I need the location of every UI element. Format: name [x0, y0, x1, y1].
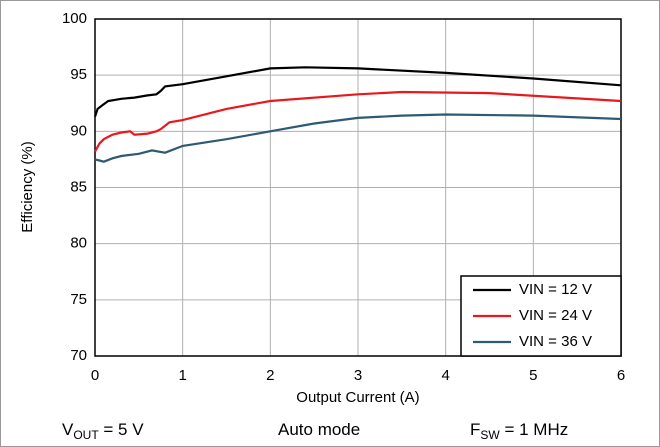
text: Auto mode [278, 420, 361, 439]
symbol: F [470, 420, 481, 439]
subscript: OUT [73, 428, 99, 442]
x-tick-label: 0 [91, 367, 99, 384]
legend-label: VIN = 36 V [519, 333, 592, 350]
x-tick-label: 6 [617, 367, 625, 384]
footer-vout: VOUT = 5 V [62, 420, 144, 442]
x-tick-label: 1 [178, 367, 186, 384]
y-tick-label: 100 [62, 10, 87, 27]
y-tick-label: 95 [70, 66, 87, 83]
y-tick-label: 85 [70, 178, 87, 195]
symbol: V [62, 420, 74, 439]
y-axis-label: Efficiency (%) [19, 141, 36, 232]
x-tick-label: 3 [354, 367, 362, 384]
text: = 1 MHz [499, 420, 569, 439]
line [94, 113, 622, 163]
x-tick-label: 5 [529, 367, 537, 384]
footer-fsw: FSW = 1 MHz [470, 420, 568, 442]
plot-frame [94, 18, 622, 357]
line [93, 66, 622, 118]
legend-label: VIN = 12 V [519, 281, 592, 298]
x-axis-label: Output Current (A) [296, 389, 419, 406]
text: = 5 V [98, 420, 144, 439]
y-tick-label: 75 [70, 291, 87, 308]
y-tick-label: 80 [70, 235, 87, 252]
y-tick-label: 70 [70, 347, 87, 364]
x-tick-label: 2 [266, 367, 274, 384]
line [94, 90, 622, 153]
footer-mode: Auto mode [278, 420, 360, 440]
y-tick-label: 90 [70, 122, 87, 139]
x-tick-label: 4 [441, 367, 449, 384]
subscript: SW [480, 428, 500, 442]
legend-label: VIN = 24 V [519, 307, 592, 324]
